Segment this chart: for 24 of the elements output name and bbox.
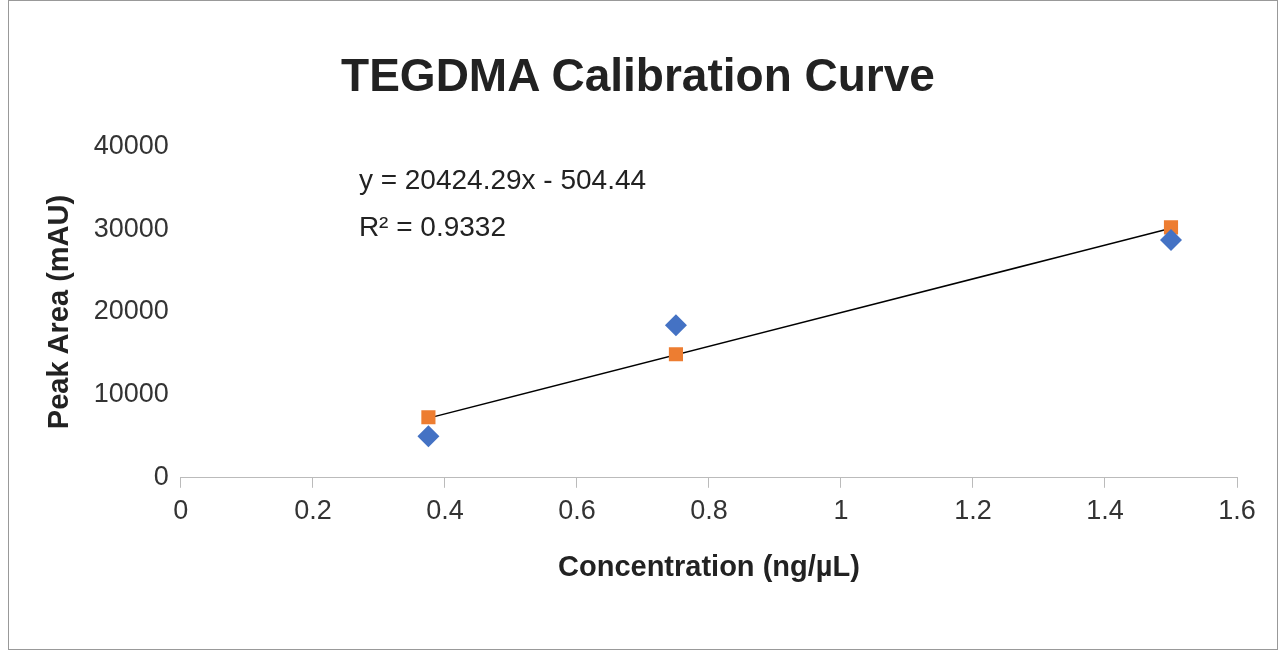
x-tick-label: 0.8 [690, 495, 728, 526]
x-tick-label: 1 [833, 495, 849, 526]
y-axis-title: Peak Area (mAU) [42, 194, 75, 430]
point [421, 410, 436, 425]
point [664, 314, 687, 337]
annotation: R² = 0.9332 [358, 210, 506, 242]
x-tick-label: 1.6 [1218, 495, 1256, 526]
point [417, 425, 440, 448]
y-tick-label: 0 [153, 461, 169, 492]
y-tick-label: 40000 [93, 129, 169, 160]
x-tick-label: 1.2 [954, 495, 992, 526]
y-tick-label: 10000 [93, 378, 169, 409]
x-tick-label: 0.6 [558, 495, 596, 526]
annotation: y = 20424.29x - 504.44 [358, 163, 647, 195]
point [1159, 228, 1182, 251]
chart-title: TEGDMA Calibration Curve [341, 49, 935, 102]
y-tick-label: 20000 [93, 295, 169, 326]
x-axis-title: Concentration (ng/µL) [558, 549, 860, 582]
point [668, 347, 684, 362]
x-tick-label: 0 [173, 495, 189, 526]
x-tick-label: 0.2 [294, 495, 332, 526]
x-tick-label: 0.4 [426, 495, 464, 526]
x-tick-label: 1.4 [1086, 495, 1124, 526]
y-tick-label: 30000 [93, 212, 169, 243]
